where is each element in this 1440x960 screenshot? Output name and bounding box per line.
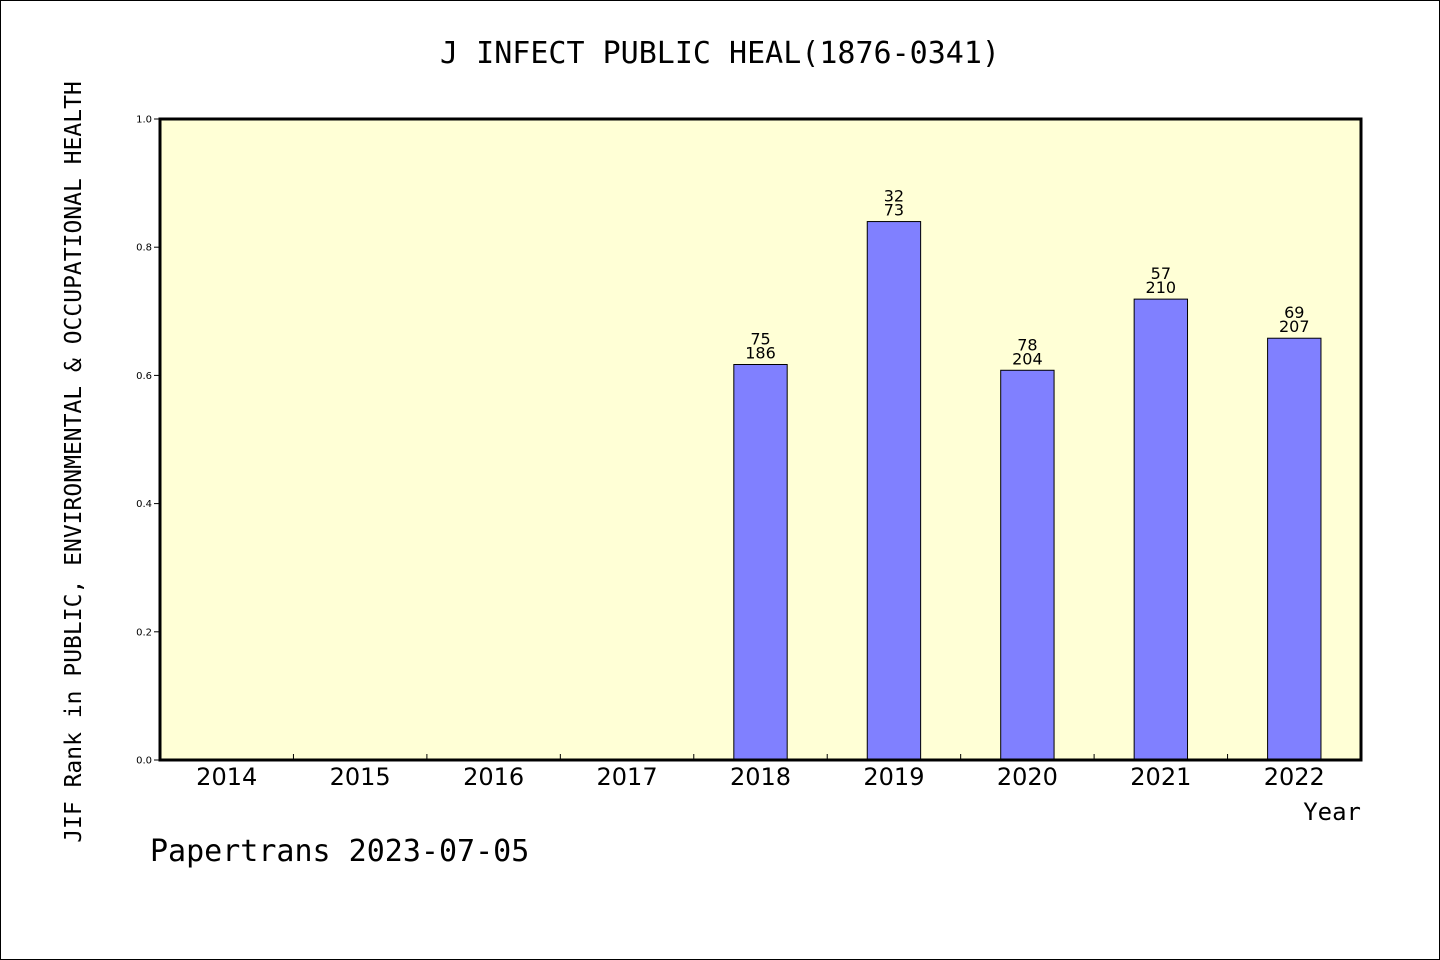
chart-title: J INFECT PUBLIC HEAL(1876-0341) [440, 36, 1000, 71]
x-tick-label-2016: 2016 [463, 763, 524, 791]
bar-rank-label-2019: 32 [884, 187, 904, 206]
bar-rank-label-2022: 69 [1284, 303, 1304, 322]
bar-2019 [866, 221, 922, 761]
bar-rank-label-2020: 78 [1017, 335, 1037, 354]
y-tick-label-0.0: 0.0 [136, 756, 152, 767]
bar-total-label-2020: 204 [1012, 349, 1043, 368]
bar-2020 [1000, 369, 1055, 761]
x-tick-label-2015: 2015 [330, 763, 391, 791]
x-tick-label-2022: 2022 [1264, 763, 1325, 791]
x-tick-label-2014: 2014 [196, 763, 257, 791]
bar-total-label-2022: 207 [1279, 317, 1310, 336]
x-axis-label: Year [1303, 798, 1361, 826]
y-tick-label-0.6: 0.6 [136, 371, 152, 382]
x-tick-label-2018: 2018 [730, 763, 791, 791]
plot-border [158, 117, 1363, 762]
y-tick-label-0.2: 0.2 [136, 627, 152, 638]
x-tick-label-2017: 2017 [597, 763, 658, 791]
x-tick-label-2019: 2019 [863, 763, 924, 791]
y-tick-label-1.0: 1.0 [136, 115, 152, 126]
bar-total-label-2019: 73 [884, 201, 904, 220]
x-tick-label-2021: 2021 [1130, 763, 1191, 791]
footer-credit: Papertrans 2023-07-05 [150, 834, 530, 869]
bar-rank-label-2018: 75 [750, 330, 770, 349]
x-tick-label-2020: 2020 [997, 763, 1058, 791]
bar-2022 [1267, 337, 1322, 761]
y-tick-label-0.4: 0.4 [136, 499, 152, 510]
bar-rank-label-2021: 57 [1151, 264, 1171, 283]
bar-2018 [733, 364, 788, 761]
bar-2021 [1133, 298, 1189, 761]
bar-total-label-2018: 186 [745, 344, 776, 363]
bar-total-label-2021: 210 [1146, 278, 1177, 297]
y-tick-label-0.8: 0.8 [136, 243, 152, 254]
